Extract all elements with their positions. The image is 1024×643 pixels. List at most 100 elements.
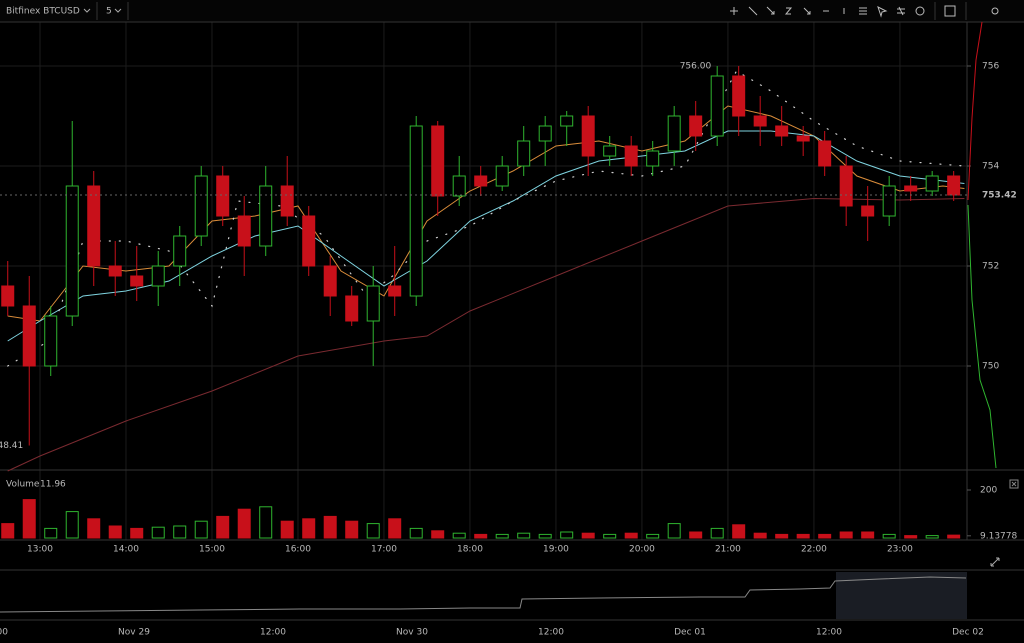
x-tick-label: 22:00 [801, 545, 827, 555]
volume-bar [581, 532, 595, 539]
x-tick-label: 19:00 [543, 545, 569, 555]
volume-bar [538, 533, 552, 539]
grid-layer [0, 22, 967, 540]
volume-bar [87, 518, 101, 539]
interval[interactable]: 5 [106, 7, 112, 17]
candle-body [538, 125, 552, 142]
candle-body [560, 115, 574, 127]
volume-bar [151, 526, 165, 539]
volume-bar [323, 515, 337, 539]
volume-tick-label: 200 [980, 486, 997, 496]
candle-body [861, 205, 875, 217]
candle-body [667, 115, 681, 152]
drawing-tools[interactable] [730, 5, 999, 18]
expand-icon[interactable] [990, 557, 1000, 567]
close-icon [1011, 481, 1017, 487]
navigator-label: Nov 29 [118, 628, 150, 638]
candle-body [710, 75, 724, 137]
candle-body [775, 125, 789, 137]
volume-bar [130, 527, 144, 539]
last-price-box [968, 188, 1024, 202]
volume-bar [194, 520, 208, 539]
volume-bar [1, 523, 15, 539]
volume-bar [732, 524, 746, 539]
x-tick-label: 21:00 [715, 545, 741, 555]
candle-body [366, 285, 380, 322]
navigator-label: Dec 01 [674, 628, 706, 638]
volume-bar [474, 533, 488, 539]
navigator-label: Dec 02 [952, 628, 984, 638]
navigator-label: 12:00 [816, 628, 842, 638]
candle-body [237, 215, 251, 247]
volume-bar [796, 533, 810, 539]
candle-body [925, 175, 939, 192]
volume-bar [431, 530, 445, 539]
volume-bar [560, 531, 574, 539]
volume-bar [216, 515, 230, 539]
candle-body [323, 265, 337, 297]
volume-bar [237, 508, 251, 539]
volume-bar [775, 533, 789, 539]
volume-bar [495, 533, 509, 539]
volume-bar [925, 535, 939, 539]
candle-body [151, 265, 165, 287]
candle-body [194, 175, 208, 237]
candle-body [44, 315, 58, 367]
candle-body [280, 185, 294, 217]
candle-body [882, 185, 896, 217]
volume-bar [108, 525, 122, 539]
volume-bar [753, 532, 767, 539]
volume-bar [65, 511, 79, 539]
close-pane[interactable] [1009, 479, 1019, 489]
y-tick-label: 750 [982, 362, 999, 372]
overlay-line [7, 70, 965, 367]
candle-body [517, 140, 531, 167]
interval-caret [114, 8, 122, 13]
volume-bar [302, 518, 316, 539]
candle-body [1, 285, 15, 307]
symbol[interactable]: Bitfinex BTCUSD [6, 7, 80, 17]
plot-layer: 13:00 14:00 15:00 16:00 17:00 18:00 19:00 20:00… [0, 62, 1024, 555]
volume-bar [689, 531, 703, 539]
volume-bar [861, 531, 875, 539]
candle-body [65, 185, 79, 317]
candle-body [345, 295, 359, 322]
candle-body [495, 165, 509, 187]
volume-bar [818, 533, 832, 539]
navigator-window[interactable] [836, 572, 967, 619]
candle-body [818, 140, 832, 167]
candle-body [796, 135, 810, 142]
candle-body [108, 265, 122, 277]
symbol-caret [83, 8, 91, 13]
volume-bar [409, 527, 423, 539]
depth-ask [967, 204, 997, 469]
volume-bar [839, 531, 853, 539]
volume-bar [667, 523, 681, 539]
overlay-line [7, 197, 965, 472]
candle-body [409, 125, 423, 297]
price-annotation: 756.00 [680, 62, 712, 72]
x-tick-label: 14:00 [113, 545, 139, 555]
volume-bar [173, 525, 187, 539]
volume-bar [947, 534, 961, 539]
volume-value: 11.96 [40, 480, 66, 490]
volume-bar [624, 532, 638, 539]
candle-body [87, 185, 101, 267]
candle-body [839, 165, 853, 207]
volume-bar [452, 532, 466, 539]
volume-bar [603, 533, 617, 539]
x-tick-label: 13:00 [27, 545, 53, 555]
y-tick-label: 754 [982, 162, 999, 172]
volume-bar [259, 506, 273, 539]
volume-bar [904, 535, 918, 539]
navigator-label: 12:00 [260, 628, 286, 638]
candle-body [904, 185, 918, 192]
x-tick-label: 20:00 [629, 545, 655, 555]
candle-body [302, 215, 316, 267]
candle-body [581, 115, 595, 157]
volume-bar [388, 518, 402, 539]
candle-body [452, 175, 466, 197]
x-tick-label: 17:00 [371, 545, 397, 555]
